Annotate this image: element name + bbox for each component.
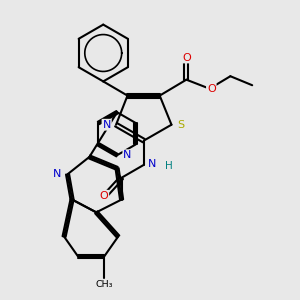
Text: N: N [53, 169, 61, 179]
Text: O: O [207, 84, 216, 94]
Text: N: N [123, 150, 132, 160]
Text: H: H [165, 161, 173, 171]
Text: N: N [148, 158, 156, 169]
Text: CH₃: CH₃ [95, 280, 113, 289]
Text: N: N [103, 120, 111, 130]
Text: O: O [182, 52, 191, 62]
Text: O: O [100, 191, 108, 201]
Text: S: S [178, 120, 185, 130]
